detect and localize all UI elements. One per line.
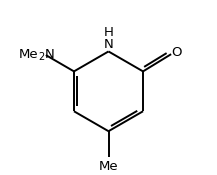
Text: O: O <box>171 46 181 59</box>
Text: 2: 2 <box>39 52 45 62</box>
Text: Me: Me <box>19 48 39 61</box>
Text: Me: Me <box>99 160 118 173</box>
Text: N: N <box>104 38 113 51</box>
Text: N: N <box>45 48 54 61</box>
Text: H: H <box>104 26 113 39</box>
